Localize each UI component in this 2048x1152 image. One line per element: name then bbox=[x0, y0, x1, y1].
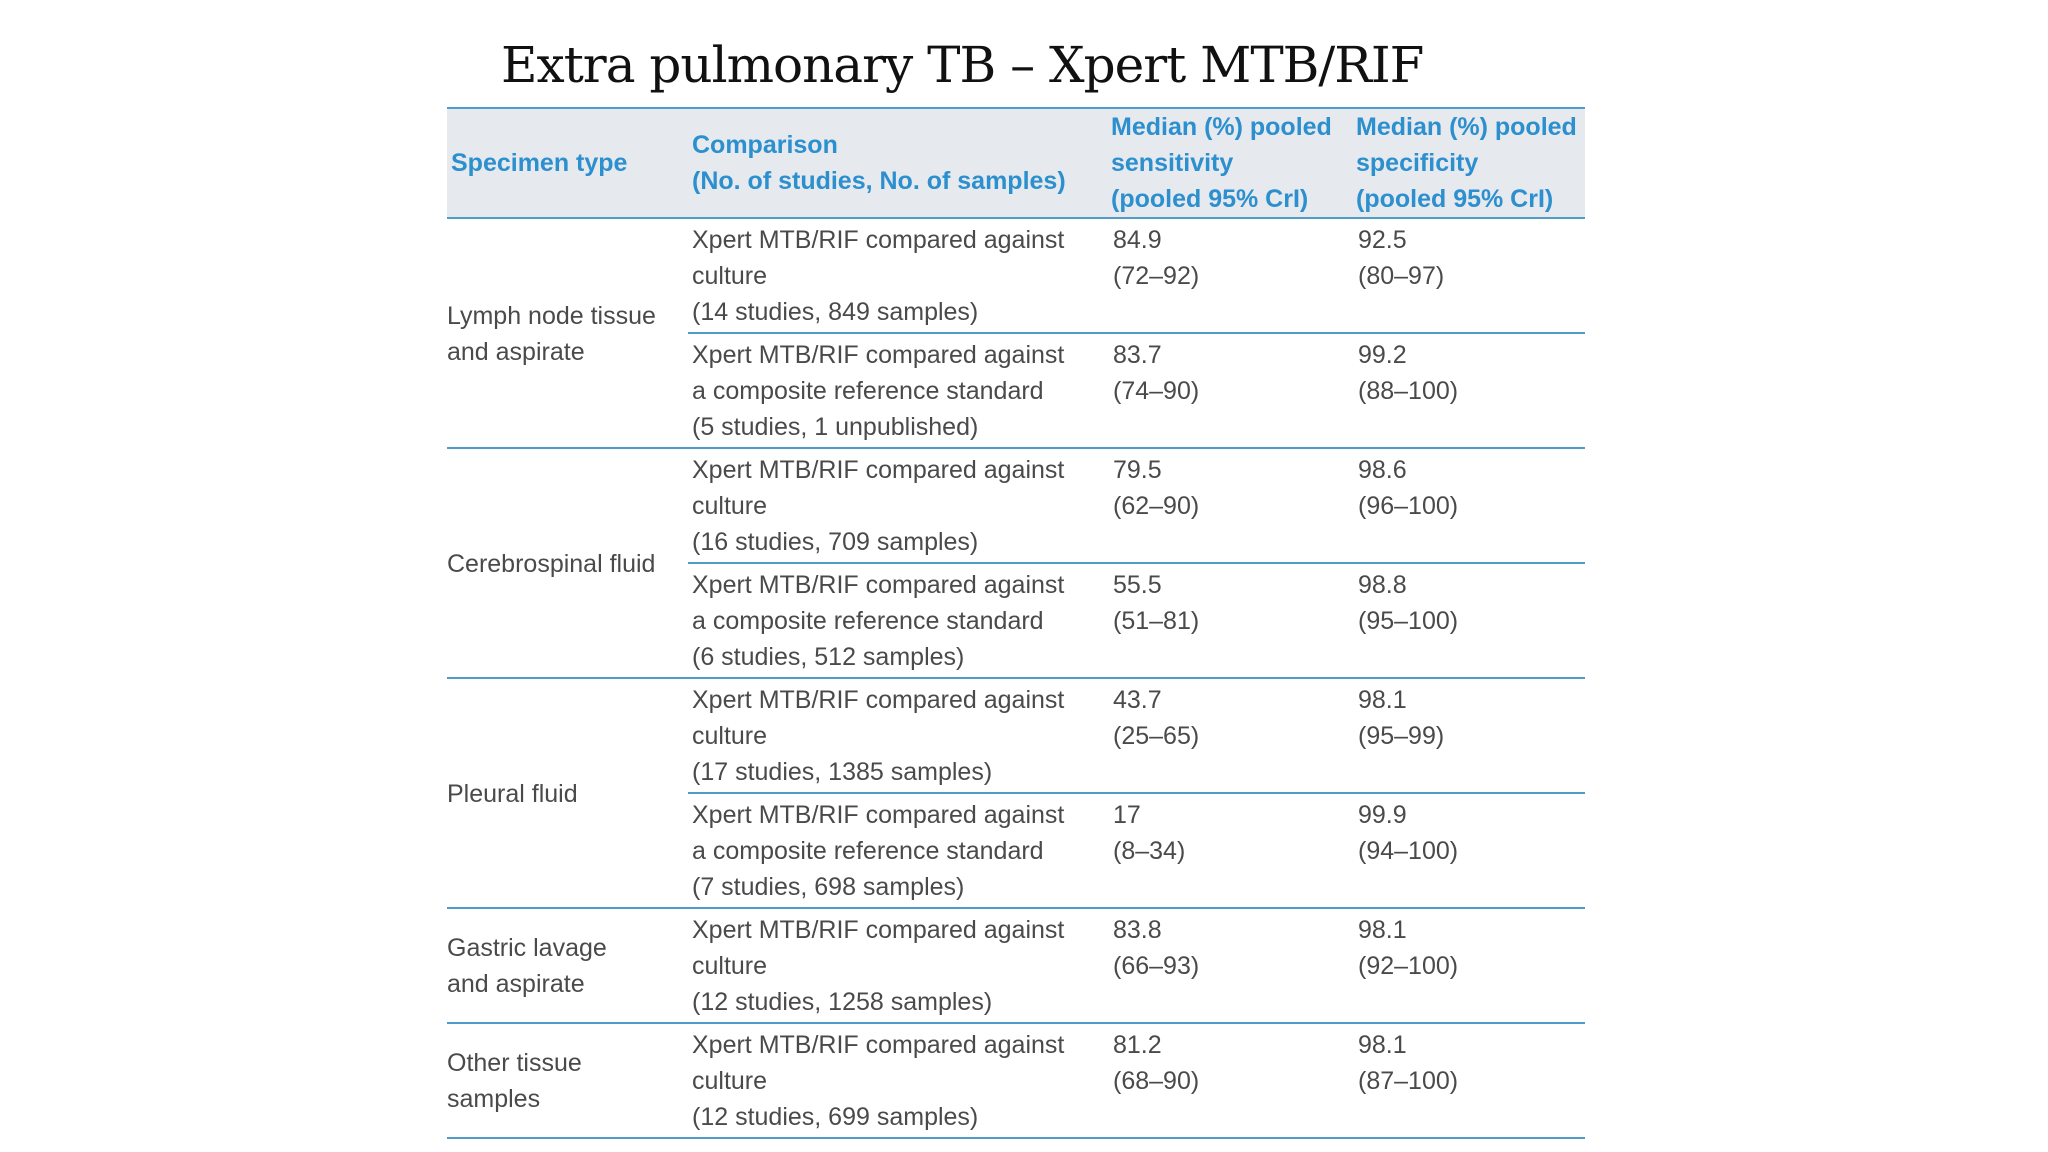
table-row: Lymph node tissue and aspirate Xpert MTB… bbox=[447, 218, 1585, 449]
sensitivity-cell: 79.5 (62–90) bbox=[1107, 448, 1352, 564]
table-row: Cerebrospinal fluid Xpert MTB/RIF compar… bbox=[447, 448, 1585, 679]
sensitivity-cell: 83.8 (66–93) bbox=[1107, 908, 1352, 1024]
sensitivity-cell: 84.9 (72–92) bbox=[1107, 218, 1352, 334]
specimen-cell: Gastric lavage and aspirate bbox=[447, 908, 688, 1024]
specificity-cell: 98.1 (92–100) bbox=[1352, 908, 1585, 1024]
sensitivity-cell: 55.5 (51–81) bbox=[1107, 563, 1352, 679]
specificity-cell: 98.8 (95–100) bbox=[1352, 563, 1585, 679]
table-row: Xpert MTB/RIF compared against a composi… bbox=[447, 333, 1585, 449]
specimen-cell: Other tissue samples bbox=[447, 1023, 688, 1139]
header-row: Specimen type Comparison (No. of studies… bbox=[447, 107, 1585, 219]
comparison-cell: Xpert MTB/RIF compared against culture (… bbox=[688, 908, 1107, 1024]
specimen-cell: Lymph node tissue and aspirate bbox=[447, 218, 688, 449]
specimen-cell: Cerebrospinal fluid bbox=[447, 448, 688, 679]
table-row: Other tissue samples Xpert MTB/RIF compa… bbox=[447, 1023, 1585, 1139]
specificity-cell: 92.5 (80–97) bbox=[1352, 218, 1585, 334]
comparison-cell: Xpert MTB/RIF compared against culture (… bbox=[688, 678, 1107, 794]
header-specimen-type: Specimen type bbox=[447, 107, 688, 219]
specificity-cell: 98.1 (95–99) bbox=[1352, 678, 1585, 794]
sensitivity-cell: 17 (8–34) bbox=[1107, 793, 1352, 909]
specimen-cell: Pleural fluid bbox=[447, 678, 688, 909]
specificity-cell: 98.6 (96–100) bbox=[1352, 448, 1585, 564]
table-row: Xpert MTB/RIF compared against a composi… bbox=[447, 563, 1585, 679]
comparison-cell: Xpert MTB/RIF compared against a composi… bbox=[688, 333, 1107, 449]
results-table: Specimen type Comparison (No. of studies… bbox=[447, 107, 1585, 1139]
header-sensitivity: Median (%) pooled sensitivity (pooled 95… bbox=[1107, 107, 1352, 219]
specificity-cell: 99.2 (88–100) bbox=[1352, 333, 1585, 449]
comparison-cell: Xpert MTB/RIF compared against culture (… bbox=[688, 1023, 1107, 1139]
comparison-cell: Xpert MTB/RIF compared against a composi… bbox=[688, 563, 1107, 679]
table-row: Xpert MTB/RIF compared against a composi… bbox=[447, 793, 1585, 909]
slide-title: Extra pulmonary TB – Xpert MTB/RIF bbox=[501, 36, 1424, 94]
comparison-cell: Xpert MTB/RIF compared against culture (… bbox=[688, 218, 1107, 334]
header-specificity: Median (%) pooled specificity (pooled 95… bbox=[1352, 107, 1585, 219]
comparison-cell: Xpert MTB/RIF compared against culture (… bbox=[688, 448, 1107, 564]
specificity-cell: 99.9 (94–100) bbox=[1352, 793, 1585, 909]
table-row: Pleural fluid Xpert MTB/RIF compared aga… bbox=[447, 678, 1585, 909]
sensitivity-cell: 81.2 (68–90) bbox=[1107, 1023, 1352, 1139]
specificity-cell: 98.1 (87–100) bbox=[1352, 1023, 1585, 1139]
comparison-cell: Xpert MTB/RIF compared against a composi… bbox=[688, 793, 1107, 909]
header-comparison: Comparison (No. of studies, No. of sampl… bbox=[688, 107, 1107, 219]
sensitivity-cell: 43.7 (25–65) bbox=[1107, 678, 1352, 794]
sensitivity-cell: 83.7 (74–90) bbox=[1107, 333, 1352, 449]
table-row: Gastric lavage and aspirate Xpert MTB/RI… bbox=[447, 908, 1585, 1024]
